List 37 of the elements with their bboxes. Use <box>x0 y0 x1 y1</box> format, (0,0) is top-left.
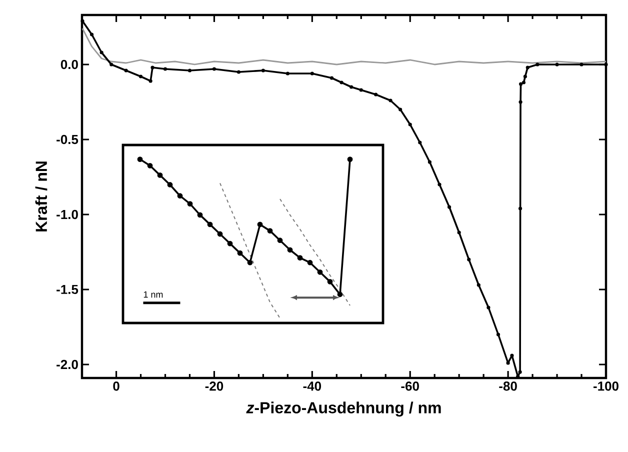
point <box>257 222 263 228</box>
point <box>317 269 323 275</box>
point <box>307 260 313 266</box>
point <box>297 255 303 261</box>
x-tick-label: -60 <box>401 382 419 391</box>
y-axis-title: Kraft / nN <box>35 162 48 232</box>
y-tick-label: -1.5 <box>56 284 78 294</box>
point <box>167 182 173 188</box>
point <box>267 228 273 234</box>
point <box>287 247 293 253</box>
x-tick-label: 0 <box>113 382 120 391</box>
point <box>157 172 163 178</box>
point <box>337 292 343 298</box>
annotation: 1 nm <box>144 291 163 298</box>
y-tick-label: -1.0 <box>56 210 78 220</box>
y-tick-label: -2.0 <box>56 360 78 370</box>
x-tick-label: -80 <box>499 382 517 391</box>
x-tick-label: -20 <box>205 382 224 391</box>
y-tick-label: -0.5 <box>56 134 78 144</box>
point <box>247 260 253 266</box>
point <box>327 278 333 284</box>
point <box>237 250 243 256</box>
point <box>277 238 283 244</box>
point <box>137 156 143 162</box>
line-series <box>82 28 607 66</box>
point <box>227 240 233 246</box>
point <box>187 201 193 206</box>
point <box>177 193 183 199</box>
point <box>147 162 153 168</box>
point <box>207 222 213 228</box>
x-tick-label: -40 <box>303 382 322 391</box>
y-tick-label: 0.0 <box>60 60 78 70</box>
x-tick-label: -100 <box>593 382 618 391</box>
point <box>197 212 203 218</box>
x-axis-title: z-Piezo-Ausdehnung / nm <box>246 402 441 417</box>
point <box>217 231 223 237</box>
point <box>347 156 353 162</box>
